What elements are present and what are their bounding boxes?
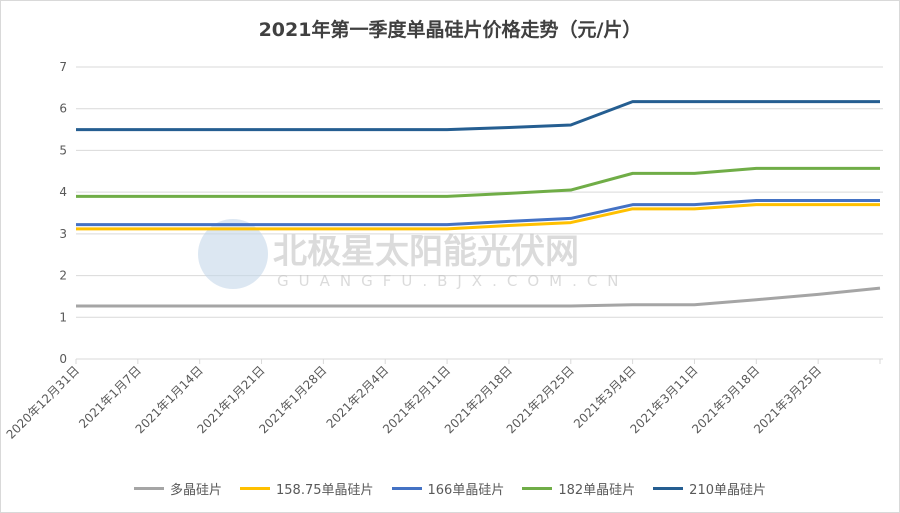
legend-label: 多晶硅片 [170,483,223,498]
x-tick-label: 2021年1月28日 [256,363,329,436]
y-tick-label: 6 [59,102,67,116]
legend-label: 210单晶硅片 [689,483,766,498]
watermark-name: 北极星太阳能光伏网 [273,232,579,272]
legend-label: 158.75单晶硅片 [276,483,374,498]
legend-label: 166单晶硅片 [427,483,505,498]
series-line-0 [76,286,881,308]
x-tick-label: 2021年3月25日 [751,363,824,436]
y-tick-label: 3 [59,227,67,241]
legend: 多晶硅片 158.75单晶硅片 166单晶硅片 182单晶硅片 210单晶硅片 [1,479,899,498]
y-tick-label: 7 [59,60,67,74]
legend-item[interactable]: 158.75单晶硅片 [240,479,374,498]
legend-item[interactable]: 166单晶硅片 [391,479,505,498]
legend-swatch [134,487,164,490]
legend-label: 182单晶硅片 [558,483,636,498]
x-tick-label: 2021年2月4日 [324,363,392,431]
y-tick-label: 4 [59,185,67,199]
y-tick-label: 5 [59,143,67,157]
x-tick-label: 2021年1月7日 [76,363,144,431]
chart-title: 2021年第一季度单晶硅片价格走势（元/片） [258,19,642,41]
legend-swatch [522,487,553,490]
watermark-logo-icon [198,219,268,289]
y-tick-label: 0 [59,352,67,366]
legend-item[interactable]: 182单晶硅片 [522,479,635,498]
series-line-2 [76,198,880,227]
series-line-3 [76,166,880,198]
gridlines [75,66,883,364]
legend-item[interactable]: 多晶硅片 [134,479,222,498]
y-tick-label: 2 [59,269,67,283]
x-tick-label: 2021年3月4日 [571,363,639,431]
legend-item[interactable]: 210单晶硅片 [653,479,766,498]
x-tick-label: 2021年2月25日 [504,363,577,436]
series-line-1 [76,203,880,231]
legend-swatch [240,487,271,490]
legend-swatch [391,487,422,490]
x-tick-label: 2020年12月31日 [4,363,83,442]
watermark-url: GUANGFU.BJX.COM.CN [277,272,629,290]
watermark: 北极星太阳能光伏网 GUANGFU.BJX.COM.CN [198,219,629,290]
series-line-4 [76,100,880,132]
y-tick-label: 1 [59,310,67,324]
legend-swatch [653,487,684,490]
